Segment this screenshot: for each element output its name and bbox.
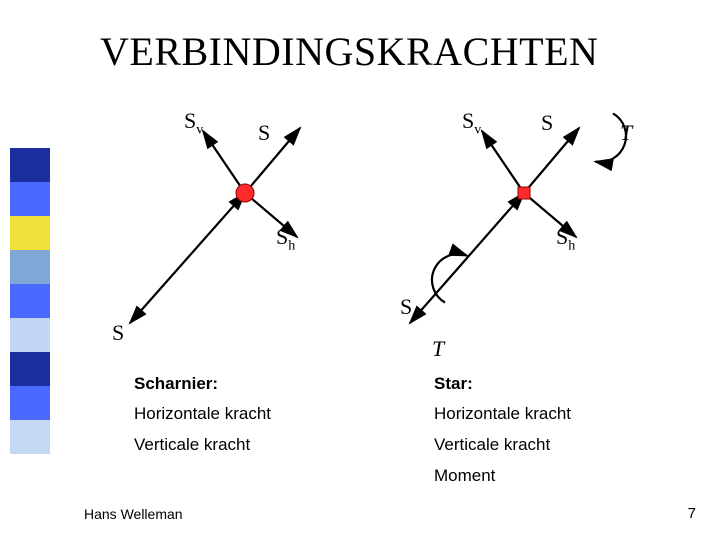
column-item: Horizontale kracht [134, 404, 374, 424]
label-sv: Sv [184, 108, 203, 138]
label-sv: Sv [462, 108, 481, 138]
page-title: VERBINDINGSKRACHTEN [100, 28, 598, 75]
label-s-beam: S [400, 294, 412, 320]
footer-author: Hans Welleman [84, 506, 183, 522]
column-item: Verticale kracht [134, 435, 374, 455]
label-sh: Sh [276, 224, 295, 254]
column-scharnier: Scharnier: Horizontale kracht Verticale … [134, 374, 374, 497]
column-heading: Star: [434, 374, 674, 394]
label-s: S [541, 110, 553, 136]
decorative-colorbar [10, 148, 50, 454]
column-item: Horizontale kracht [434, 404, 674, 424]
column-item: Moment [434, 466, 674, 486]
label-t: T [620, 120, 632, 146]
label-t-beam: T [432, 336, 444, 362]
column-star: Star: Horizontale kracht Verticale krach… [434, 374, 674, 497]
label-s: S [258, 120, 270, 146]
label-sh: Sh [556, 224, 575, 254]
footer-page-number: 7 [688, 505, 696, 522]
label-s-beam: S [112, 320, 124, 346]
definitions-columns: Scharnier: Horizontale kracht Verticale … [134, 374, 674, 497]
column-item: Verticale kracht [434, 435, 674, 455]
column-heading: Scharnier: [134, 374, 374, 394]
